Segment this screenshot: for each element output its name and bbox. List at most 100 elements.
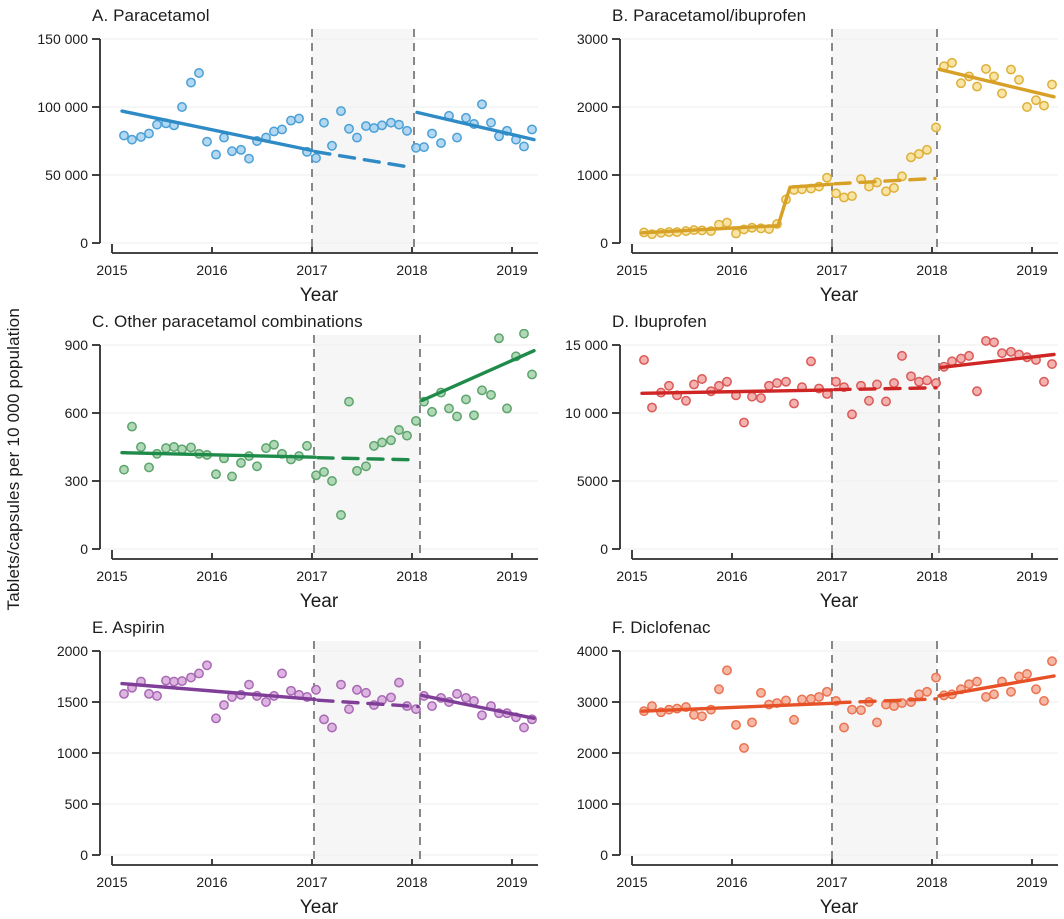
y-tick-label: 2000: [577, 99, 608, 115]
trend-line-counterfactual: [313, 149, 414, 170]
data-point: [1039, 100, 1049, 111]
data-point: [747, 717, 757, 728]
x-tick-label: 2015: [96, 874, 127, 890]
data-point: [989, 71, 999, 82]
data-point: [914, 376, 924, 387]
x-tick-label: 2019: [1016, 262, 1047, 278]
panel-e-title: E. Aspirin: [92, 618, 165, 637]
trend-line-post: [937, 67, 1056, 99]
data-point: [186, 442, 196, 453]
data-point: [997, 348, 1007, 359]
data-point: [822, 686, 832, 697]
data-point: [731, 228, 741, 239]
x-axis-title: Year: [300, 591, 339, 612]
data-point: [722, 665, 732, 676]
data-point: [1014, 74, 1024, 85]
data-point: [839, 722, 849, 733]
x-tick-label: 2016: [196, 874, 227, 890]
x-tick-label: 2015: [616, 874, 647, 890]
data-point: [286, 685, 296, 696]
shared-y-axis-label: Tablets/capsules per 10 000 population: [0, 0, 28, 918]
y-tick-label: 1000: [577, 796, 608, 812]
y-tick-label: 100 000: [37, 99, 88, 115]
data-point: [352, 465, 362, 476]
trend-line-counterfactual: [833, 176, 937, 186]
data-point: [981, 63, 991, 74]
data-point: [452, 132, 462, 143]
x-tick-label: 2018: [396, 874, 427, 890]
data-point: [161, 443, 171, 454]
x-tick-label: 2015: [616, 262, 647, 278]
panel-c-chart: 0 300 600 900 2015 2016 2017 2018 2019 Year: [65, 329, 538, 612]
data-point: [136, 131, 146, 142]
data-point: [336, 106, 346, 117]
data-point: [169, 676, 179, 687]
data-point: [864, 395, 874, 406]
data-point: [394, 119, 404, 130]
data-point: [127, 421, 137, 432]
data-point: [647, 402, 657, 413]
data-point: [319, 714, 329, 725]
data-point: [152, 119, 162, 130]
data-point: [764, 380, 774, 391]
data-point: [486, 117, 496, 128]
x-tick-label: 2017: [816, 874, 847, 890]
data-point: [361, 121, 371, 131]
data-point: [1047, 656, 1057, 667]
panel-b-title: B. Paracetamol/ibuprofen: [612, 6, 807, 25]
data-point: [219, 132, 229, 143]
data-point: [286, 115, 296, 126]
y-tick-label: 15 000: [565, 337, 608, 353]
data-point: [781, 376, 791, 387]
data-point: [144, 688, 154, 699]
data-point: [344, 704, 354, 715]
data-point: [252, 461, 262, 472]
data-point: [956, 353, 966, 364]
x-axis-title: Year: [300, 897, 339, 918]
data-point: [831, 188, 841, 199]
y-tick-label: 3000: [577, 31, 608, 47]
panel-a-title: A. Paracetamol: [92, 6, 210, 25]
data-point: [814, 691, 824, 702]
data-point: [806, 356, 816, 367]
data-point: [119, 130, 129, 141]
trend-line-post: [420, 693, 536, 721]
y-tick-label: 4000: [577, 643, 608, 659]
data-point: [989, 689, 999, 700]
trend-line-pre: [120, 450, 317, 459]
data-point: [202, 136, 212, 147]
y-tick-label: 0: [600, 847, 608, 863]
data-point: [402, 125, 412, 136]
data-point: [311, 684, 321, 695]
data-point: [639, 355, 649, 365]
data-point: [461, 692, 471, 703]
data-point: [211, 469, 221, 480]
panel-b-chart: 0 1000 2000 3000 2015 2016 2017 2018 2019 Year: [577, 29, 1058, 306]
data-point: [831, 376, 841, 387]
x-axis-title: Year: [300, 285, 339, 306]
data-point: [906, 152, 916, 163]
data-point: [186, 672, 196, 683]
x-tick-label: 2016: [716, 568, 747, 584]
data-point: [452, 411, 462, 422]
data-point: [914, 148, 924, 159]
data-point: [211, 713, 221, 724]
panel-a: A. Paracetamol 0 50 000 100 000 150 000 2015…: [30, 0, 542, 306]
x-tick-label: 2017: [296, 568, 327, 584]
y-tick-label: 5000: [577, 473, 608, 489]
x-axis-title: Year: [820, 285, 859, 306]
data-point: [1006, 686, 1016, 697]
y-tick-label: 3000: [577, 694, 608, 710]
data-point: [461, 394, 471, 405]
data-point: [897, 350, 907, 361]
data-point: [486, 389, 496, 400]
data-point: [964, 679, 974, 690]
data-point: [386, 435, 396, 446]
data-point: [244, 679, 254, 690]
data-point: [202, 660, 212, 671]
data-point: [772, 378, 782, 389]
data-point: [327, 140, 337, 151]
data-point: [881, 186, 891, 197]
data-point: [931, 378, 941, 389]
data-point: [469, 410, 479, 421]
